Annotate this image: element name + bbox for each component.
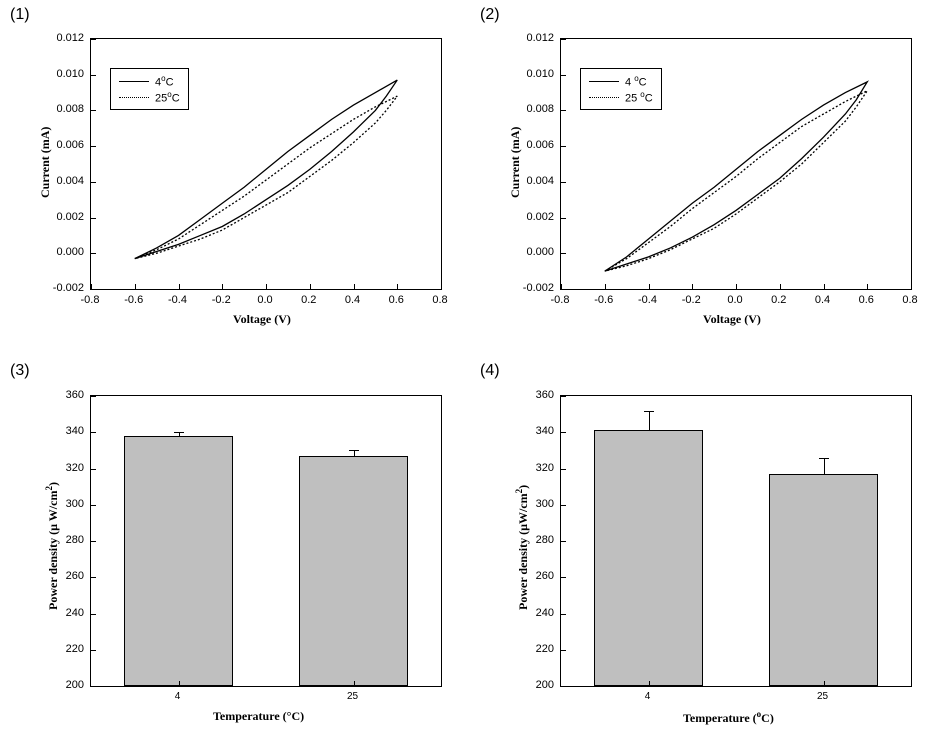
xtick-label: -0.4: [638, 294, 657, 306]
xtick-label: 0.6: [859, 294, 874, 306]
xtick-label: 0.4: [815, 294, 830, 306]
panel-label: (2): [480, 6, 500, 24]
xtick-label: -0.6: [594, 294, 613, 306]
x-axis-title: Temperature (oC): [683, 709, 774, 726]
ytick-label: 0.002: [44, 211, 84, 223]
legend: 4oC25oC: [110, 68, 189, 110]
legend: 4 oC25 oC: [580, 68, 662, 110]
ytick-label: 0.010: [44, 68, 84, 80]
ytick-label: 0.012: [514, 32, 554, 44]
bar: [299, 456, 408, 686]
y-axis-title: Power density (µW/cm2): [514, 485, 531, 610]
plot-area: [90, 395, 442, 687]
ytick-label: 0.000: [514, 246, 554, 258]
xtick-label: 0.6: [389, 294, 404, 306]
figure-canvas: (1)-0.0020.0000.0020.0040.0060.0080.0100…: [0, 0, 945, 749]
y-axis-title: Current (mA): [508, 127, 523, 198]
x-axis-title: Temperature (°C): [213, 709, 304, 724]
xtick-label: -0.4: [168, 294, 187, 306]
xtick-label: -0.6: [124, 294, 143, 306]
xtick-label: 0.0: [257, 294, 272, 306]
ytick-label: 360: [520, 389, 554, 401]
ytick-label: 220: [50, 643, 84, 655]
ytick-label: 0.010: [514, 68, 554, 80]
ytick-label: -0.002: [514, 282, 554, 294]
ytick-label: 0.002: [514, 211, 554, 223]
bar: [769, 474, 878, 686]
xtick-label: 0.4: [345, 294, 360, 306]
ytick-label: 200: [520, 679, 554, 691]
ytick-label: 0.000: [44, 246, 84, 258]
xtick-label: -0.8: [81, 294, 100, 306]
panel-label: (4): [480, 362, 500, 380]
xtick-label: 0.0: [727, 294, 742, 306]
xtick-label: 0.2: [301, 294, 316, 306]
y-axis-title: Current (mA): [38, 127, 53, 198]
xtick-label: 4: [175, 691, 181, 702]
xtick-label: -0.2: [682, 294, 701, 306]
xtick-label: 4: [645, 691, 651, 702]
ytick-label: 220: [520, 643, 554, 655]
xtick-label: 25: [347, 691, 358, 702]
xtick-label: 0.8: [902, 294, 917, 306]
plot-area: [560, 395, 912, 687]
ytick-label: 200: [50, 679, 84, 691]
xtick-label: 0.2: [771, 294, 786, 306]
ytick-label: 360: [50, 389, 84, 401]
xtick-label: 25: [817, 691, 828, 702]
ytick-label: 0.012: [44, 32, 84, 44]
ytick-label: 320: [520, 462, 554, 474]
xtick-label: 0.8: [432, 294, 447, 306]
x-axis-title: Voltage (V): [703, 312, 761, 327]
y-axis-title: Power density (µ W/cm2): [44, 482, 61, 610]
ytick-label: 0.008: [514, 103, 554, 115]
panel-label: (3): [10, 362, 30, 380]
ytick-label: 340: [50, 425, 84, 437]
bar: [124, 436, 233, 686]
ytick-label: 0.008: [44, 103, 84, 115]
xtick-label: -0.2: [212, 294, 231, 306]
ytick-label: 320: [50, 462, 84, 474]
ytick-label: -0.002: [44, 282, 84, 294]
ytick-label: 340: [520, 425, 554, 437]
xtick-label: -0.8: [551, 294, 570, 306]
panel-label: (1): [10, 6, 30, 24]
bar: [594, 430, 703, 686]
x-axis-title: Voltage (V): [233, 312, 291, 327]
